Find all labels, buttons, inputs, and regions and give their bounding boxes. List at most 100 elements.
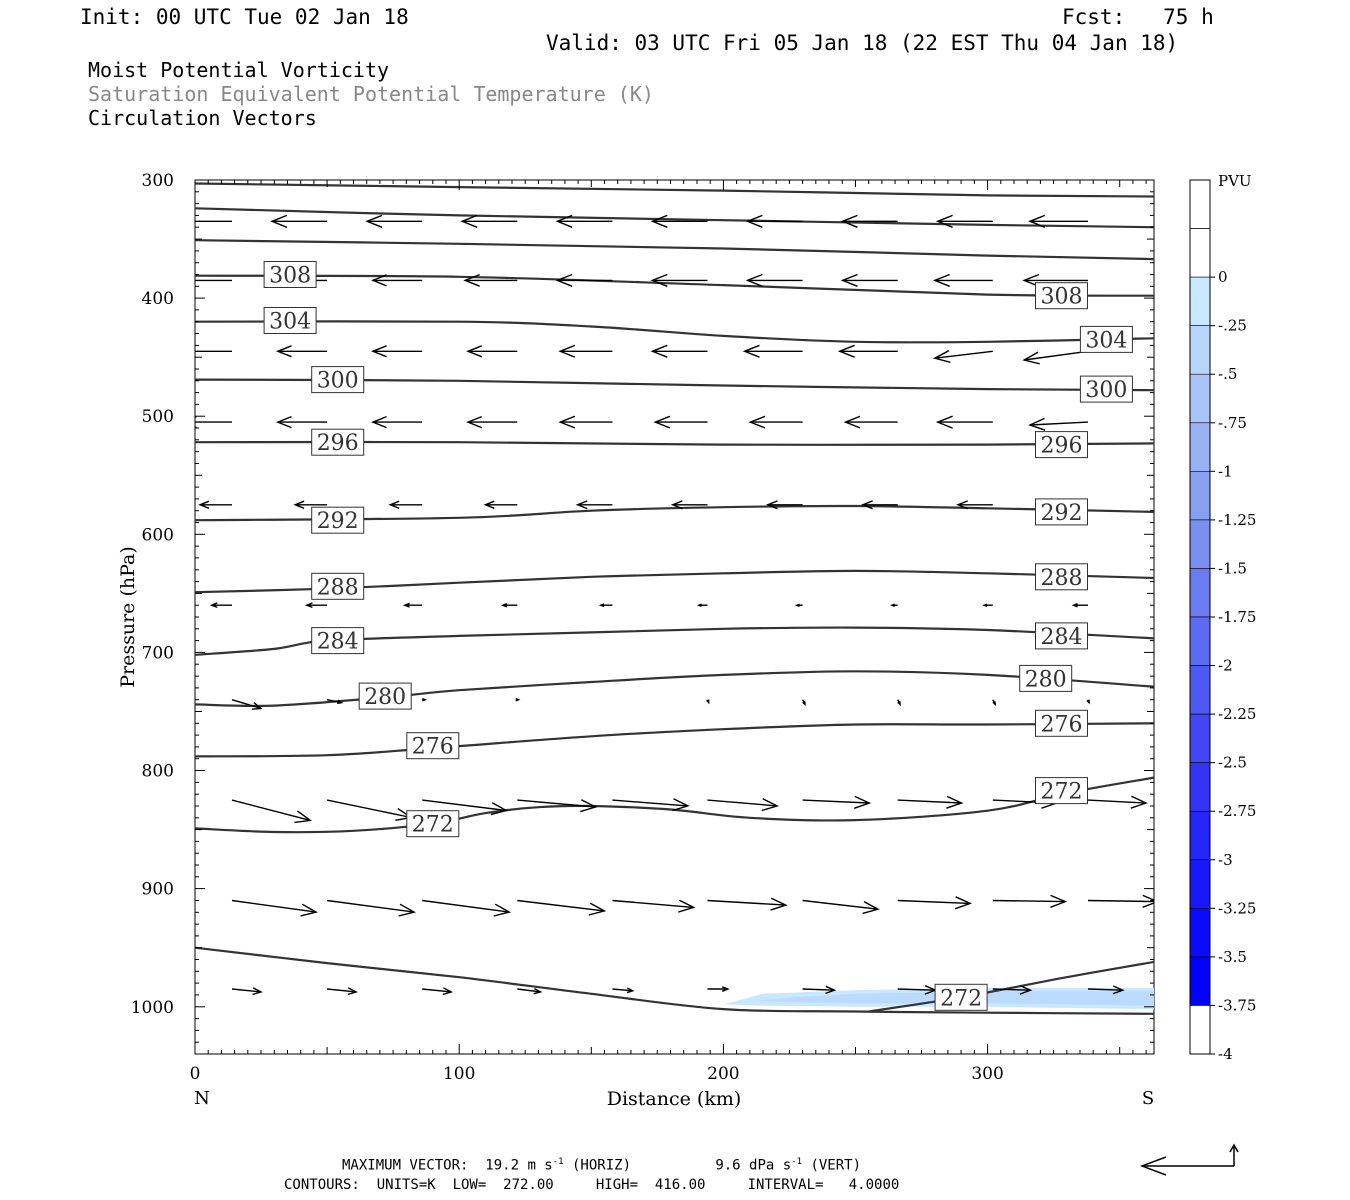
circulation-vector (707, 986, 730, 992)
contour-info: CONTOURS: UNITS=K LOW= 272.00 HIGH= 416.… (284, 1177, 900, 1193)
circulation-vector (402, 602, 423, 608)
circulation-vector (327, 987, 358, 996)
circulation-vector (388, 500, 423, 509)
circulation-vector (745, 214, 803, 228)
circulation-vector (270, 214, 328, 228)
circulation-vector (748, 415, 803, 429)
title-pv: Moist Potential Vorticity (88, 58, 390, 82)
contour-label-box (263, 307, 317, 334)
circulation-vector (209, 602, 232, 609)
contour-284 (195, 626, 1154, 656)
circulation-vector (195, 220, 232, 223)
circulation-vector (195, 415, 232, 429)
circulation-vector (500, 602, 518, 608)
contour-label-box (263, 261, 317, 288)
max-vector-line: MAXIMUM VECTOR: 19.2 m s-1 (HORIZ) 9.6 d… (342, 1157, 861, 1174)
contour-272 (868, 960, 1154, 1013)
vert-max-value: 9.6 dPa s (715, 1157, 792, 1174)
contour-label-box (406, 732, 460, 760)
circulation-vector (802, 899, 880, 915)
y-tick-label: 300 (142, 171, 174, 191)
y-axis-label: Pressure (hPa) (117, 546, 139, 688)
circulation-vector (365, 214, 423, 228)
circulation-vector (745, 273, 803, 287)
circulation-vector (696, 603, 708, 607)
contour-304 (195, 320, 1154, 344)
circulation-vector (293, 500, 328, 509)
title-theta-es: Saturation Equivalent Potential Temperat… (88, 82, 654, 106)
contour-label-box (311, 506, 365, 534)
circulation-vector (706, 699, 710, 705)
colorbar-tick-label: -1.5 (1218, 559, 1247, 577)
circulation-vector (558, 415, 613, 429)
plot-frame (194, 179, 1155, 1055)
left-end-label: N (194, 1088, 210, 1109)
contour-label: 288 (1041, 566, 1083, 591)
contour-label: 272 (1041, 780, 1083, 805)
contour-label: 304 (1085, 328, 1127, 353)
contour-label: 292 (1041, 501, 1083, 526)
colorbar-segment (1189, 276, 1211, 327)
contour-label-box (1035, 498, 1088, 526)
circulation-vector (897, 896, 973, 910)
circulation-vector (326, 799, 414, 821)
contour-label: 308 (1041, 285, 1083, 310)
circulation-vector (371, 274, 423, 287)
circulation-vector (650, 214, 708, 228)
circulation-vector (1087, 795, 1148, 809)
contour-label-box (1035, 622, 1088, 650)
contour-316 (195, 207, 1154, 229)
circulation-vector (517, 987, 543, 995)
circulation-vector (422, 799, 509, 816)
y-tick-label: 900 (142, 880, 174, 900)
y-tick-label: 500 (142, 407, 174, 427)
y-tick-label: 1000 (131, 998, 174, 1018)
colorbar-segment (1189, 616, 1211, 666)
vert-exponent: -1 (791, 1157, 803, 1167)
circulation-vector (371, 415, 423, 429)
circulation-vector (935, 214, 993, 228)
circulation-vector (992, 894, 1068, 908)
colorbar-tick-label: -1.25 (1218, 511, 1256, 529)
horiz-unit: (HORIZ) (563, 1157, 632, 1174)
contour-272 (195, 776, 1154, 834)
colorbar-segment (1189, 810, 1211, 861)
circulation-vector (231, 987, 263, 996)
circulation-vector (515, 697, 521, 702)
circulation-vector (598, 603, 613, 608)
horiz-exponent: -1 (552, 1157, 564, 1167)
circulation-vector (198, 500, 232, 509)
circulation-vector (670, 500, 708, 510)
circulation-vector (932, 273, 993, 287)
colorbar-tick-label: -3 (1218, 851, 1233, 869)
contour-label: 308 (269, 264, 311, 289)
circulation-vector (1071, 602, 1088, 608)
circulation-vector (897, 699, 901, 706)
contour-label: 284 (317, 630, 359, 655)
x-axis-label: Distance (km) (607, 1088, 742, 1110)
title-vectors: Circulation Vectors (88, 106, 317, 130)
circulation-vector (517, 899, 607, 916)
horiz-max-value: 19.2 m s (485, 1157, 553, 1174)
circulation-vector (889, 603, 898, 607)
contour-label: 296 (1041, 434, 1083, 459)
contour-label-box (1035, 431, 1088, 459)
circulation-vector (575, 500, 613, 510)
colorbar-tick-label: -.75 (1218, 414, 1247, 432)
contour-label-box (1035, 563, 1088, 591)
circulation-vector (517, 799, 598, 813)
circulation-vector (802, 985, 837, 995)
right-end-label: S (1142, 1088, 1154, 1109)
circulation-vector (992, 699, 997, 706)
circulation-vector (742, 344, 803, 358)
colorbar-tick-label: -3.75 (1218, 996, 1256, 1014)
circulation-vector (1028, 214, 1088, 228)
colorbar-segment (1189, 470, 1211, 521)
contour-276 (195, 722, 1154, 758)
circulation-vector (935, 415, 993, 429)
contour-label-box (406, 810, 460, 838)
circulation-vector (840, 273, 898, 287)
circulation-vector (275, 415, 328, 429)
colorbar-tick-label: -2.75 (1218, 802, 1256, 820)
contour-label: 300 (317, 369, 359, 394)
